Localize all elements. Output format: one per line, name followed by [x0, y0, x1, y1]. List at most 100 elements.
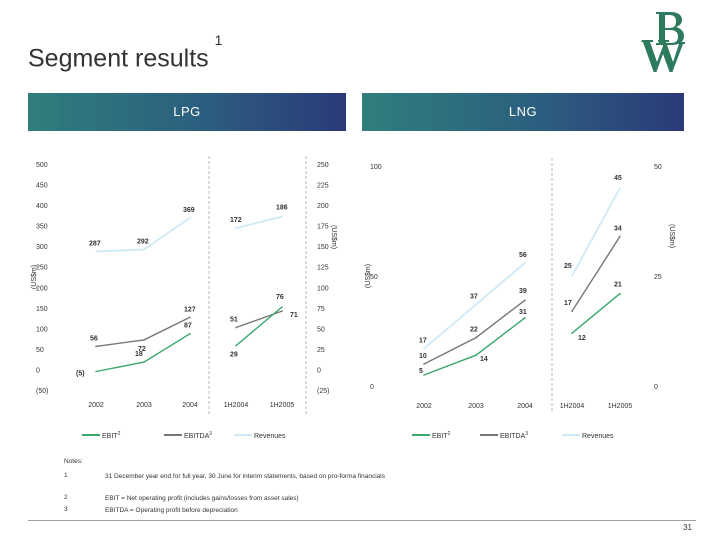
ebitda-data-label: 39: [519, 288, 527, 295]
ebit-data-label: (5): [76, 371, 85, 378]
revenues-point: [524, 262, 526, 264]
category-label: 2004: [517, 403, 533, 410]
left-axis-tick-label: 300: [36, 244, 48, 251]
left-axis-tick-label: 350: [36, 224, 48, 231]
revenues-data-label: 292: [137, 238, 149, 245]
left-axis-tick-label: (50): [36, 388, 48, 395]
left-axis-tick-label: 100: [36, 326, 48, 333]
ebitda-data-label: 71: [290, 312, 298, 319]
left-axis-tick-label: 200: [36, 285, 48, 292]
lng-header: LNG: [362, 93, 684, 131]
ebit-line-half-year: [571, 293, 621, 334]
ebit-point: [571, 332, 573, 334]
revenues-point: [619, 187, 621, 189]
lng-header-label: LNG: [508, 104, 538, 119]
left-axis-tick-label: 50: [370, 274, 378, 281]
ebit-point: [143, 361, 145, 363]
page-title: Segment results 1: [28, 32, 222, 73]
right-axis-label: (US$m): [330, 225, 337, 249]
right-axis-tick-label: 50: [317, 326, 325, 333]
right-axis-tick-label: (25): [317, 388, 329, 395]
note-text: EBIT = Net operating profit (includes ga…: [105, 495, 299, 502]
revenues-point: [423, 347, 425, 350]
revenues-line-full-year: [95, 217, 191, 253]
ebit-data-label: 14: [480, 356, 488, 363]
left-axis-tick-label: 500: [36, 162, 48, 169]
left-axis-tick-label: 450: [36, 183, 48, 190]
category-label: 2003: [468, 403, 484, 410]
legend-label-ebitda: EBITDA3: [184, 431, 212, 440]
category-label: 1H2004: [560, 403, 585, 410]
revenues-point: [281, 215, 283, 218]
ebitda-data-label: 22: [470, 327, 478, 334]
ebit-data-label: 12: [578, 335, 586, 342]
ebitda-data-label: 51: [230, 317, 238, 324]
company-logo: [641, 12, 685, 72]
right-axis-tick-label: 250: [317, 162, 329, 169]
ebit-data-label: 87: [184, 323, 192, 330]
legend-label-ebitda: EBITDA3: [500, 431, 528, 440]
right-axis-tick-label: 0: [317, 367, 321, 374]
ebit-point: [475, 354, 477, 356]
right-axis-tick-label: 225: [317, 183, 329, 190]
lng-chart: 100 50 0 50 25 0 (US$m) (US$m) 2002 2003 2004 1H200…: [365, 158, 675, 440]
note-number: 2: [64, 494, 68, 501]
revenues-line-half-year: [571, 187, 621, 277]
ebit-data-label: 5: [419, 368, 423, 375]
left-axis-tick-label: 100: [370, 164, 382, 171]
lpg-header-label: LPG: [173, 104, 201, 119]
ebit-point: [95, 370, 97, 373]
ebitda-point: [619, 235, 621, 238]
category-label: 1H2005: [270, 402, 295, 409]
right-axis-label: (US$m): [668, 224, 675, 248]
note-text: 31 December year end for full year, 30 J…: [105, 473, 386, 480]
ebit-data-label: 18: [135, 351, 143, 358]
left-axis-label: (US$m): [31, 265, 38, 289]
left-axis-tick-label: 250: [36, 265, 48, 272]
revenues-data-label: 25: [564, 263, 572, 270]
left-axis-tick-label: 0: [36, 367, 40, 374]
right-axis-tick-label: 100: [317, 285, 329, 292]
right-axis-tick-label: 125: [317, 265, 329, 272]
legend-label-revenues: Revenues: [582, 433, 614, 440]
right-axis-tick-label: 0: [654, 384, 658, 391]
ebitda-point: [143, 339, 145, 341]
revenues-data-label: 56: [519, 252, 527, 259]
revenues-point: [571, 275, 573, 277]
page-title-footnote: 1: [214, 32, 223, 48]
ebitda-point: [189, 316, 191, 319]
ebit-point: [524, 317, 526, 319]
ebitda-line-half-year: [571, 236, 621, 312]
ebit-data-label: 21: [614, 282, 622, 289]
ebitda-point: [571, 310, 573, 312]
note-number: 3: [64, 506, 68, 513]
revenues-line-full-year: [423, 262, 526, 350]
ebitda-point: [235, 326, 237, 329]
legend-label-revenues: Revenues: [254, 433, 286, 440]
ebitda-point: [475, 336, 477, 339]
revenues-line-half-year: [235, 215, 283, 229]
revenues-data-label: 186: [276, 205, 288, 212]
revenues-point: [143, 248, 145, 251]
legend-label-ebit: EBIT2: [432, 431, 451, 440]
revenues-point: [475, 303, 477, 306]
left-axis-label: (US$m): [365, 264, 372, 288]
category-label: 2002: [416, 403, 432, 410]
category-label: 1H2004: [224, 402, 249, 409]
ebitda-data-label: 10: [419, 353, 427, 360]
revenues-data-label: 17: [419, 338, 427, 345]
category-label: 2002: [88, 402, 104, 409]
revenues-data-label: 45: [614, 175, 622, 182]
ebit-point: [281, 306, 283, 308]
ebitda-point: [281, 310, 283, 312]
note-text: EBITDA = Operating profit before depreci…: [105, 507, 238, 514]
ebitda-data-label: 34: [614, 225, 622, 232]
lpg-header: LPG: [28, 93, 346, 131]
ebitda-point: [423, 363, 425, 365]
right-axis-tick-label: 75: [317, 306, 325, 313]
lpg-chart: 500450400350300250200150100500(50)250225…: [31, 156, 337, 440]
right-axis-tick-label: 200: [317, 203, 329, 210]
footer-rule: [28, 520, 696, 521]
revenues-data-label: 172: [230, 217, 242, 224]
category-label: 2004: [182, 402, 198, 409]
